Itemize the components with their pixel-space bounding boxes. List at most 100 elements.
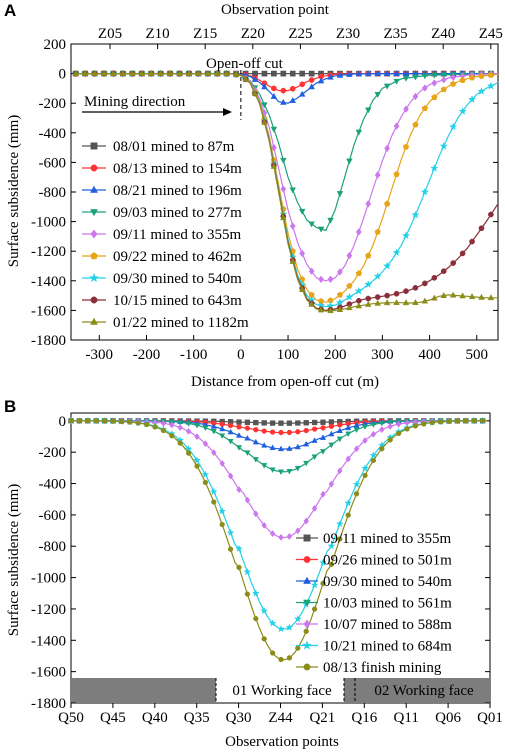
panel-b-data-point: [185, 421, 192, 427]
panel-b-data-point: [286, 655, 293, 661]
panel-a-x-tick-label: 200: [324, 347, 347, 363]
panel-b-data-point: [336, 427, 343, 433]
panel-b-data-point: [395, 430, 402, 437]
panel-a-y-axis-label: Surface subsidence (mm): [6, 115, 22, 267]
panel-a-legend-label: 01/22 mined to 1182m: [113, 315, 249, 331]
panel-a-data-point: [382, 261, 392, 270]
panel-b-data-point: [202, 425, 209, 432]
panel-a-data-point: [280, 157, 287, 164]
panel-a-data-point: [422, 280, 428, 287]
panel-b-x-tick-label: Q50: [58, 710, 84, 726]
panel-b-data-point: [293, 614, 302, 623]
panel-b-data-point: [471, 418, 477, 424]
panel-a-data-point: [280, 185, 287, 193]
panel-b-data-point: [261, 420, 267, 426]
panel-a-x-tick-label: 500: [466, 347, 489, 363]
panel-a-x-tick-label: 100: [277, 347, 300, 363]
panel-b-data-point: [227, 422, 234, 429]
panel-a-data-point: [450, 80, 457, 87]
panel-a-data-point: [270, 162, 278, 169]
panel-b-x-axis-label: Observation points: [225, 734, 339, 750]
panel-b: B 01 Working face 02 Working face 0 -200 -…: [4, 397, 503, 750]
panel-a-data-point: [289, 96, 297, 103]
panel-b-data-point: [277, 624, 285, 633]
panel-a-data-point: [374, 91, 381, 98]
panel-b-data-point: [311, 454, 318, 461]
panel-a-data-point: [364, 107, 372, 114]
panel-a-data-point: [401, 231, 411, 240]
panel-b-legend: 09/11 mined to 355m 09/26 mined to 501m 09…: [296, 531, 452, 676]
working-face-01-label: 01 Working face: [232, 683, 332, 699]
panel-a-data-point: [346, 304, 353, 311]
panel-a-data-point: [421, 105, 428, 112]
panel-b-legend-label: 10/21 mined to 684m: [323, 639, 452, 655]
panel-a-data-point: [384, 144, 391, 153]
panel-a-data-point: [280, 98, 287, 105]
panel-a-data-point: [336, 306, 344, 312]
panel-b-x-tick-label: Q21: [309, 710, 335, 726]
panel-b-data-point: [209, 487, 218, 496]
panel-a-data-point: [157, 69, 164, 76]
panel-b-data-point: [244, 591, 251, 597]
panel-a-y-tick-label: -1800: [31, 333, 66, 349]
panel-a-x-tick-label: 400: [418, 347, 441, 363]
panel-a-data-point: [298, 286, 306, 293]
panel-a-data-point: [393, 69, 400, 76]
panel-a-data-point: [327, 307, 334, 314]
panel-b-y-tick-label: -1600: [31, 665, 66, 681]
panel-b-data-point: [201, 470, 210, 478]
panel-a-data-point: [308, 221, 315, 228]
panel-b-data-point: [294, 465, 301, 472]
panel-a-data-point: [308, 77, 315, 83]
panel-b-data-point: [252, 438, 259, 445]
panel-b-x-tick-label: Q35: [184, 710, 210, 726]
panel-b-data-point: [277, 469, 285, 476]
panel-a-data-point: [384, 292, 390, 299]
panel-b-data-point: [353, 427, 360, 434]
panel-a-data-point: [403, 105, 409, 113]
panel-b-data-point: [286, 468, 293, 475]
panel-b-data-point: [227, 428, 234, 435]
panel-a-legend-marker: [90, 317, 98, 325]
panel-b-data-point: [311, 437, 318, 443]
panel-a-data-point: [459, 292, 466, 299]
panel-a-data-point: [365, 252, 372, 259]
panel-b-data-point: [278, 429, 284, 436]
panel-a-series-9: [72, 69, 498, 314]
panel-a-data-point: [393, 299, 400, 306]
panel-a-legend-label: 08/13 mined to 154m: [113, 161, 242, 177]
panel-b-data-point: [303, 427, 309, 434]
mining-direction-arrowhead: [223, 108, 232, 116]
panel-a-top-tick-label: Z15: [193, 26, 217, 42]
panel-a-legend-label: 09/11 mined to 355m: [113, 227, 242, 243]
panel-a-y-tick-label: -800: [39, 185, 67, 201]
panel-a-data-point: [251, 89, 259, 96]
panel-a-data-point: [392, 248, 401, 257]
panel-a-data-point: [450, 73, 457, 82]
panel-a-top-tick-label: Z05: [98, 26, 122, 42]
panel-a-legend-label: 08/01 mined to 87m: [113, 139, 235, 155]
open-off-cut-label: Open-off cut: [206, 56, 284, 72]
panel-b-data-point: [219, 521, 225, 528]
panel-b-x-tick-label: Q01: [477, 710, 503, 726]
panel-b-y-tick-label: 0: [59, 414, 67, 430]
panel-a-y-tick-label: 200: [44, 37, 67, 53]
panel-a-data-point: [393, 170, 400, 177]
panel-b-data-point: [387, 422, 393, 430]
panel-b-data-point: [169, 421, 175, 429]
panel-a-data-point: [402, 299, 410, 306]
panel-a-data-point: [355, 129, 363, 136]
panel-b-data-point: [277, 445, 285, 452]
panel-a-data-point: [412, 74, 419, 81]
panel-b-data-point: [362, 472, 368, 479]
panel-b-data-point: [286, 532, 293, 540]
panel-b-data-point: [319, 434, 327, 440]
panel-a-top-tick-label: Z35: [384, 26, 408, 42]
panel-b-data-point: [253, 615, 259, 622]
panel-b-data-point: [110, 418, 116, 424]
panel-a-legend-marker: [90, 209, 98, 217]
panel-b-data-point: [261, 442, 268, 448]
panel-a-data-point: [308, 70, 315, 77]
panel-b-data-point: [76, 418, 83, 424]
panel-b-data-point: [361, 424, 369, 430]
